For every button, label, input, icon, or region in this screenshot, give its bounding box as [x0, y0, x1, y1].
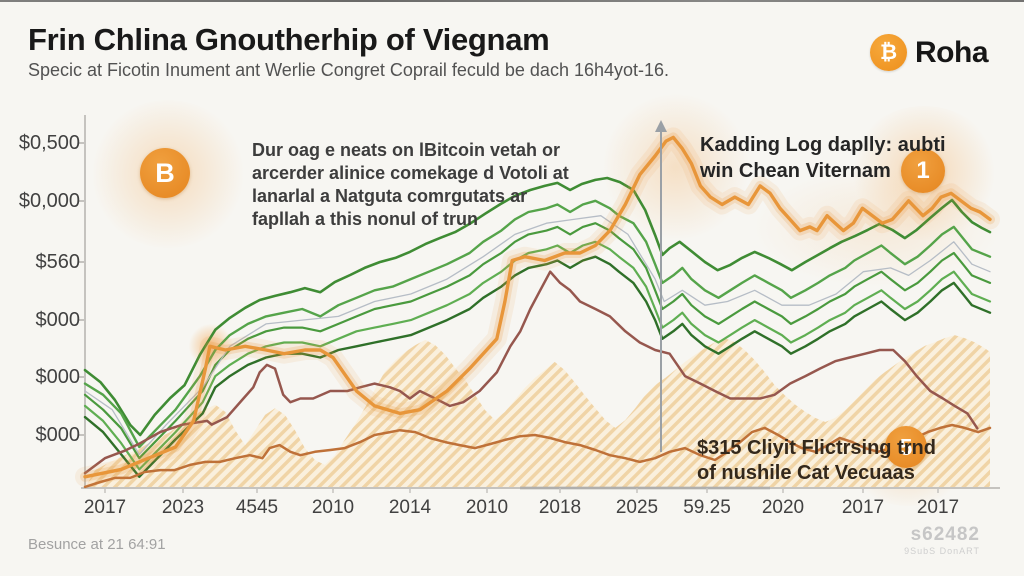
page-subtitle: Specic at Ficotin Inument ant Werlie Con…: [28, 60, 670, 80]
annotation-bottom-right: $315 Cliyit Flictrsing trnd of nushile C…: [697, 436, 936, 486]
badge-1: 1: [901, 149, 945, 193]
annotation-left-line: lanarlal a Natguta comrgutats ar: [252, 186, 528, 206]
footer-watermark: s62482 9SubS DonART: [856, 524, 980, 556]
hatched-area: [85, 335, 990, 488]
annotation-bottom-right-line: of nushile Cat Vecuaas: [697, 462, 915, 484]
series-green-band-5: [83, 255, 992, 478]
top-border-line: [0, 0, 1024, 2]
series-bottom-brown-line: [83, 423, 992, 489]
annotation-top-right-line: Kadding Log daplly: aubti: [700, 134, 946, 156]
series-green-band-2: [83, 199, 992, 449]
footer-source-text: Besunce at 21 64:91: [28, 536, 166, 553]
arrow-head-icon: [655, 120, 667, 132]
footer-watermark-subtext: 9SubS DonART: [904, 546, 980, 556]
series-green-band-3: [83, 222, 992, 460]
brand-name: Roha: [915, 35, 989, 69]
series-green-band-1: [83, 176, 992, 437]
badge-b: B: [140, 148, 190, 198]
annotation-bottom-right-line: $315 Cliyit Flictrsing trnd: [697, 437, 936, 459]
bitcoin-icon: ₿: [870, 34, 907, 71]
annotation-left-line: fapllah a this nonul of trun: [252, 209, 478, 229]
series-orange-main-line: [83, 135, 992, 479]
baseline-dark-segment: [520, 486, 770, 490]
series-maroon-line: [83, 270, 979, 475]
series-green-band-4: [83, 240, 992, 471]
footer-watermark-number: s62482: [910, 524, 980, 545]
page-title: Frin Chlina Gnoutherhip of Viegnam: [28, 22, 550, 57]
annotation-left: Dur oag e neats on lBitcoin vetah or arc…: [252, 139, 569, 231]
annotation-left-line: Dur oag e neats on lBitcoin vetah or: [252, 140, 561, 160]
badge-5: 5: [885, 426, 927, 468]
annotation-top-right: Kadding Log daplly: aubti win Chean Vite…: [700, 132, 946, 184]
annotation-top-right-line: win Chean Viternam: [700, 160, 891, 182]
annotation-left-line: arcerder alinice comekage d Votoli at: [252, 163, 569, 183]
brand-logo: ₿ Roha: [870, 34, 989, 71]
